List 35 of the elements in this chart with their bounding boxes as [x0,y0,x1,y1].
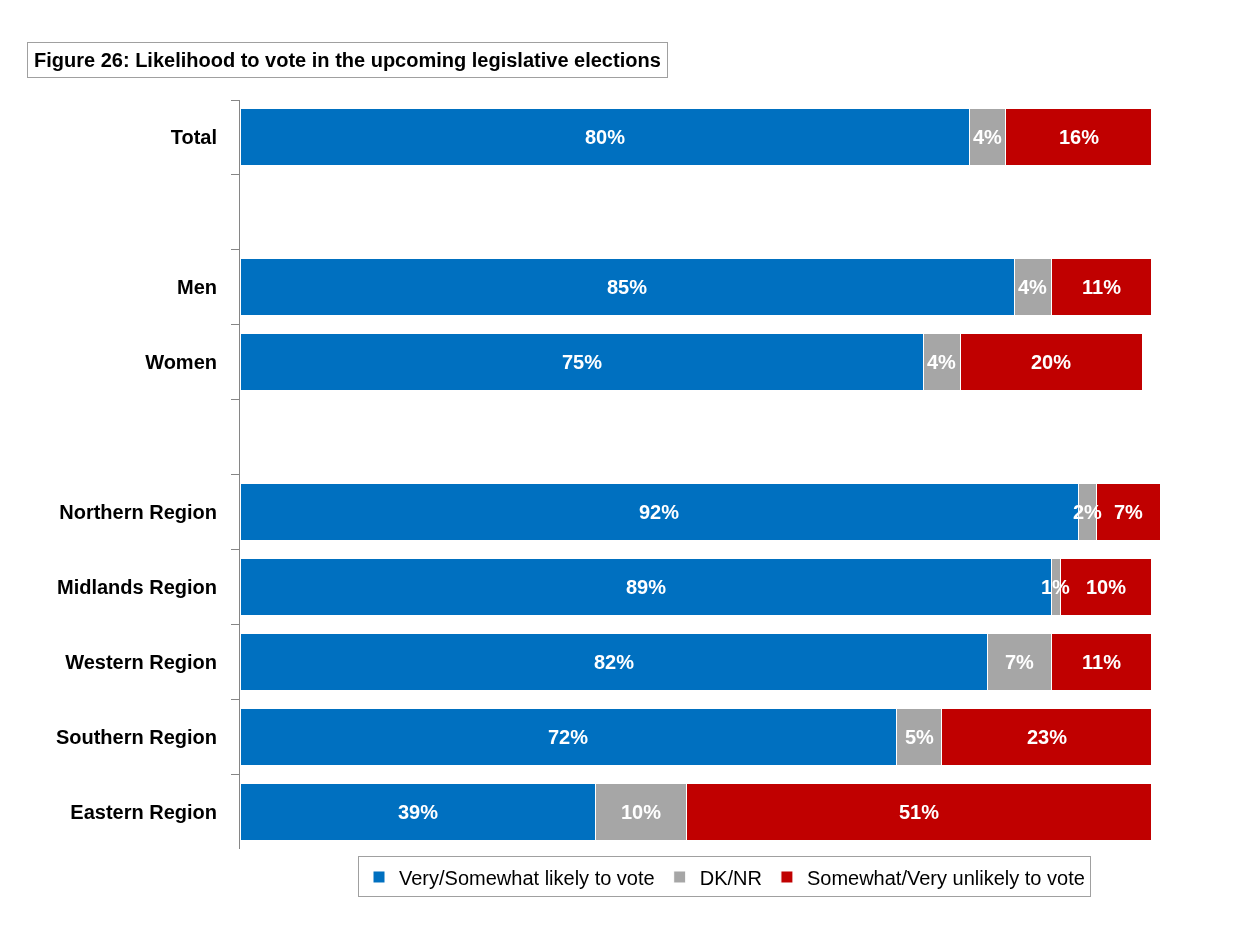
y-tick-label: Total [170,126,217,149]
data-label: 7% [1114,501,1144,523]
data-label: 23% [1027,726,1068,748]
data-label: 4% [1018,276,1048,298]
data-label: 10% [621,801,662,823]
data-label: 72% [548,726,589,748]
data-label: 4% [973,126,1003,148]
data-label: 5% [905,726,935,748]
y-tick-label: Southern Region [55,725,217,748]
data-label: 80% [585,126,626,148]
y-tick-label: Midlands Region [57,575,217,598]
data-label: 16% [1059,126,1100,148]
y-tick-label: Eastern Region [70,800,217,823]
data-label: 92% [639,501,680,523]
chart-title: Figure 26: Likelihood to vote in the upcoming legislative elections [34,49,661,71]
legend-label: Very/Somewhat likely to vote [399,866,655,889]
data-label: 11% [1082,276,1122,298]
legend-label: Somewhat/Very unlikely to vote [806,866,1085,889]
data-label: 20% [1031,351,1072,373]
data-label: 89% [626,576,667,598]
data-label: 1% [1041,576,1071,598]
data-label: 4% [927,351,957,373]
y-tick-label: Northern Region [59,500,217,523]
data-label: 11% [1082,651,1122,673]
legend-label: DK/NR [699,866,762,889]
y-tick-label: Men [177,276,217,299]
data-label: 51% [899,801,940,823]
data-label: 10% [1086,576,1127,598]
data-label: 39% [398,801,439,823]
data-label: 75% [562,351,603,373]
data-label: 7% [1005,651,1035,673]
y-tick-label: Western Region [65,650,217,673]
data-label: 82% [594,651,635,673]
data-label: 85% [607,276,648,298]
y-tick-label: Women [145,351,217,374]
